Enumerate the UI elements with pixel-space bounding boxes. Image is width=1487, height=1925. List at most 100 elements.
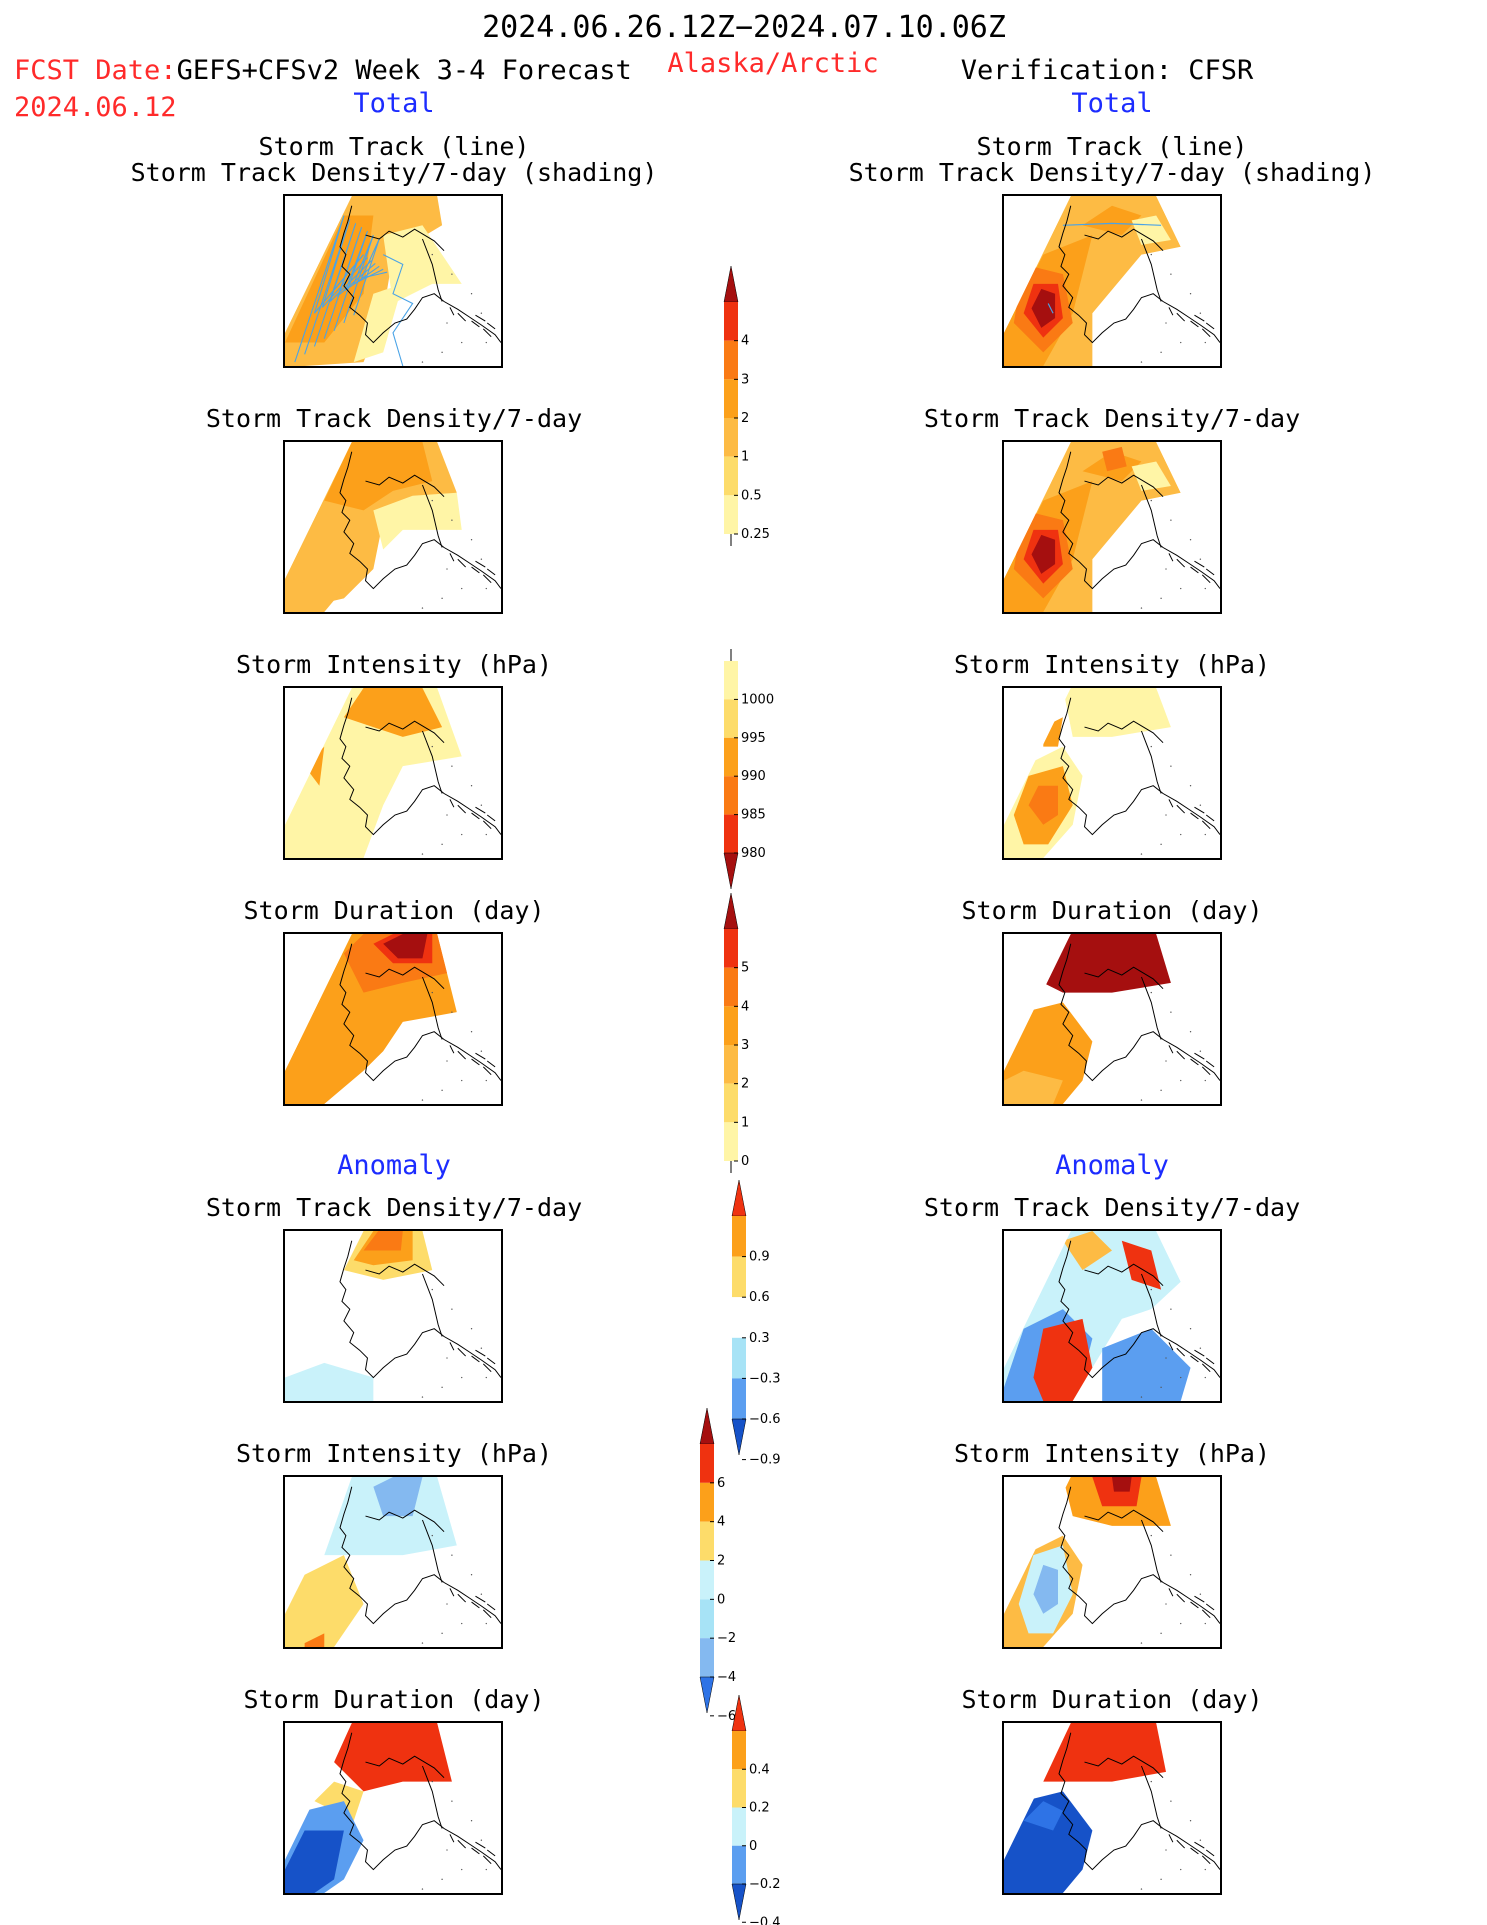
title-intensity-anom-left: Storm Intensity (hPa) (235, 1439, 553, 1468)
colorbar-tick-label: 3 (741, 372, 749, 387)
title-track-line-left: Storm Track (line) (258, 132, 530, 161)
colorbar-segment (732, 1216, 746, 1257)
colorbar-tick-label: 0 (741, 1154, 749, 1169)
title-density-left: Storm Track Density/7-day (205, 404, 583, 433)
colorbar-intensity-anomaly: 6 4 2 0 −2 −4 −6 (699, 1407, 770, 1724)
colorbar-segment (732, 1807, 746, 1846)
colorbar-segment (732, 1845, 746, 1884)
colorbar-top-triangle (723, 892, 739, 930)
colorbar-density-anomaly: 0.9 0.6 0.3 −0.3 −0.6 −0.9 (731, 1179, 802, 1468)
title-duration-left: Storm Duration (day) (243, 896, 545, 925)
colorbar-segment (724, 340, 738, 380)
fcst-date-label: FCST Date: (14, 55, 177, 86)
colorbar-segment (724, 929, 738, 968)
colorbar-segment (732, 1337, 746, 1379)
colorbar-tick-label: −0.3 (749, 1371, 781, 1386)
colorbar-tick-label: 2 (717, 1554, 725, 1569)
map-duration-forecast (283, 932, 503, 1106)
title-track-line-right: Storm Track (line) (976, 132, 1248, 161)
map-intensity-forecast (283, 686, 503, 860)
colorbar-segment (724, 1083, 738, 1123)
colorbar-segment (724, 1006, 738, 1045)
map-density-anomaly-verification (1002, 1229, 1222, 1403)
colorbar-tick-label: 3 (741, 1038, 749, 1053)
colorbar-tick-label: 2 (741, 411, 749, 426)
map-intensity-verification (1002, 686, 1222, 860)
colorbar-tick-label: −0.6 (749, 1412, 781, 1427)
colorbar-segment (732, 1731, 746, 1770)
colorbar-segment (724, 379, 738, 418)
model-label: GEFS+CFSv2 Week 3-4 Forecast (176, 55, 632, 86)
fcst-header: FCST Date:GEFS+CFSv2 Week 3-4 Forecast (14, 55, 632, 86)
colorbar-tick-label: 0.3 (749, 1331, 770, 1346)
colorbar-segment (724, 456, 738, 496)
map-density-anomaly-forecast (283, 1229, 503, 1403)
title-duration-right: Storm Duration (day) (961, 896, 1263, 925)
colorbar-tick-label: 0.6 (749, 1290, 770, 1305)
colorbar-tick-label: 0.4 (749, 1762, 770, 1777)
colorbar-tick-label: 0 (717, 1592, 725, 1607)
section-total-left: Total (353, 88, 435, 119)
map-density-verification (1002, 440, 1222, 614)
colorbar-segment (700, 1521, 714, 1561)
colorbar-tick-label: 1 (741, 1115, 749, 1130)
colorbar-duration: 5 4 3 2 1 0 (723, 892, 794, 1173)
colorbar-segment (724, 495, 738, 534)
colorbar-tick-label: 0.9 (749, 1250, 770, 1265)
colorbar-tick-label: 4 (717, 1515, 725, 1530)
colorbar-duration-anomaly: 0.4 0.2 0 −0.2 −0.4 (731, 1694, 802, 1925)
colorbar-tick-label: −2 (717, 1631, 736, 1646)
colorbar-segment (724, 699, 738, 738)
title-intensity-left: Storm Intensity (hPa) (235, 650, 553, 679)
title-intensity-anom-right: Storm Intensity (hPa) (953, 1439, 1271, 1468)
map-track-forecast (283, 194, 503, 368)
colorbar-tick-label: 0.25 (741, 527, 770, 542)
colorbar-tick-label: 0.5 (741, 488, 762, 503)
map-intensity-anomaly-forecast (283, 1475, 503, 1649)
colorbar-bottom-triangle (731, 1418, 747, 1456)
section-anomaly-right: Anomaly (1055, 1150, 1169, 1181)
colorbar-top-triangle (731, 1694, 747, 1732)
colorbar-tick-label: 0.2 (749, 1801, 770, 1816)
colorbar-tick-label: 6 (717, 1476, 725, 1491)
date-range-title: 2024.06.26.12Z−2024.07.10.06Z (482, 10, 1006, 45)
colorbar-bottom-triangle (699, 1676, 715, 1714)
colorbar-segment (732, 1769, 746, 1808)
colorbar-segment (700, 1560, 714, 1600)
title-density-anom-left: Storm Track Density/7-day (205, 1193, 583, 1222)
colorbar-tick-label: −0.2 (749, 1877, 781, 1892)
region-label: Alaska/Arctic (667, 48, 879, 79)
title-track-shading-right: Storm Track Density/7-day (shading) (848, 158, 1376, 187)
colorbar-segment (724, 1122, 738, 1161)
colorbar-segment (724, 967, 738, 1007)
title-duration-anom-left: Storm Duration (day) (243, 1685, 545, 1714)
map-intensity-anomaly-verification (1002, 1475, 1222, 1649)
colorbar-tick-label: 0 (749, 1839, 757, 1854)
colorbar-tick-label: 4 (741, 999, 749, 1014)
colorbar-segment (724, 1045, 738, 1084)
map-duration-verification (1002, 932, 1222, 1106)
colorbar-bottom-triangle (731, 1883, 747, 1921)
colorbar-top-triangle (699, 1407, 715, 1445)
section-total-right: Total (1071, 88, 1153, 119)
colorbar-segment (732, 1378, 746, 1419)
colorbar-tick-label: 5 (741, 961, 749, 976)
colorbar-segment (724, 661, 738, 700)
verification-label: Verification: CFSR (960, 55, 1254, 86)
colorbar-tick-label: −4 (717, 1670, 736, 1685)
colorbar-segment (724, 737, 738, 777)
title-density-right: Storm Track Density/7-day (923, 404, 1301, 433)
map-density-forecast (283, 440, 503, 614)
colorbar-tick-label: −6 (717, 1709, 736, 1724)
title-intensity-right: Storm Intensity (hPa) (953, 650, 1271, 679)
title-density-anom-right: Storm Track Density/7-day (923, 1193, 1301, 1222)
colorbar-tick-label: 995 (741, 731, 766, 746)
colorbar-tick-label: 4 (741, 334, 749, 349)
colorbar-segment (724, 776, 738, 815)
colorbar-tick-label: 1000 (741, 692, 774, 707)
colorbar-tick-label: 985 (741, 808, 766, 823)
map-duration-anomaly-verification (1002, 1721, 1222, 1895)
colorbar-segment (732, 1297, 746, 1338)
colorbar-intensity: 1000 995 990 985 980 (723, 649, 794, 890)
colorbar-tick-label: 1 (741, 450, 749, 465)
